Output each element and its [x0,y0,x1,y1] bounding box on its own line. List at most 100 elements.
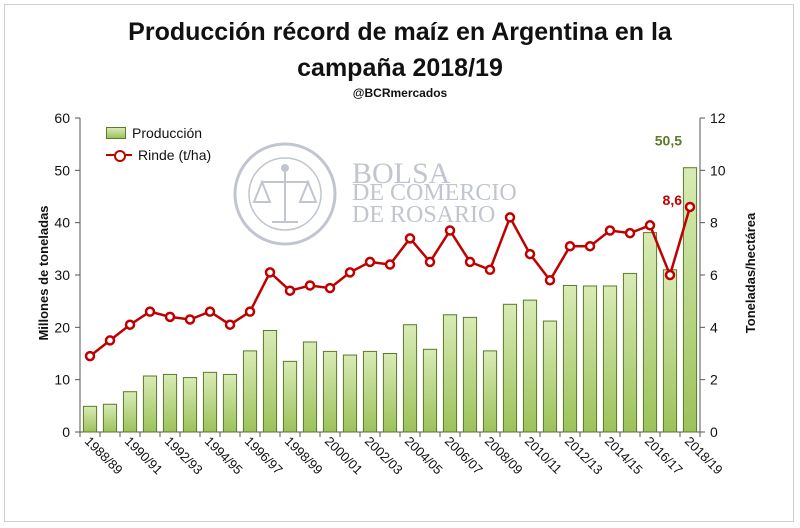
y-left-tick-label: 60 [54,110,70,126]
line-point [124,319,136,330]
y-right-tick-label: 2 [710,372,718,388]
y-left-tick-label: 10 [54,372,70,388]
line-point [384,259,396,270]
line-point [624,227,636,239]
line-point [404,233,416,244]
line-point [144,306,156,317]
line-point [164,311,176,323]
y-axis-left-label: Millones de toneladas [36,205,51,340]
y-right-tick-label: 6 [710,267,718,283]
y-right-tick-label: 8 [710,215,718,231]
bar-series [82,167,698,433]
bar [542,320,558,433]
bar [562,284,578,433]
y-right-tick-label: 0 [710,424,718,440]
x-tick-label: 1988/89 [82,434,126,478]
line-point [484,264,496,276]
line-point [224,319,236,330]
line-point [504,212,516,223]
bar [662,269,678,433]
legend-bar-swatch [106,127,126,139]
line-point [464,256,476,268]
x-tick-label: 1994/95 [202,434,246,478]
line-point [684,201,696,213]
bar [382,353,398,433]
x-tick-label: 2008/09 [482,434,526,478]
bar [462,316,478,433]
x-tick-label: 1990/91 [122,434,166,478]
line-point [204,306,216,317]
line-point [184,314,196,325]
line-point [424,256,436,268]
line-point [84,350,96,362]
line-point [524,248,536,260]
line-point [104,335,116,346]
bar [322,350,338,433]
legend-item-produccion: Producción [106,122,211,144]
bar [342,354,358,433]
line-point [584,240,596,252]
bar [522,299,538,433]
x-tick-label: 2000/01 [322,434,366,478]
line-point [664,269,676,281]
line-point [284,285,296,296]
x-tick-label: 2014/15 [602,434,646,478]
bar [202,371,218,433]
bar [162,373,178,433]
line-point [444,225,456,236]
watermark-seal-icon [233,142,337,246]
bar [442,314,458,433]
legend-label-rinde: Rinde (t/ha) [138,147,212,163]
watermark-line-1: BOLSA [352,157,451,190]
y-axis-right-label: Toneladas/hectárea [743,212,758,333]
bar [402,324,418,433]
line-point [244,306,256,317]
x-tick-label: 2006/07 [442,434,486,478]
watermark: BOLSA DE COMERCIO DE ROSARIO [233,142,517,246]
chart-title-line-2: campaña 2018/19 [297,54,503,82]
y-right-tick-label: 12 [710,110,726,126]
bar [302,341,318,433]
x-tick-label: 2010/11 [522,434,565,477]
bar [282,360,298,433]
x-tick-label: 1998/99 [282,434,326,478]
y-left-tick-label: 40 [54,215,70,231]
legend-item-rinde: Rinde (t/ha) [106,144,211,166]
x-tick-label: 2004/05 [402,434,446,478]
bar [362,350,378,433]
chart-subtitle: @BCRmercados [352,86,448,100]
watermark-line-2: DE COMERCIO [352,180,517,206]
x-tick-label: 1992/93 [162,434,206,478]
line-series [84,201,696,362]
y-right-tick-label: 4 [710,319,718,335]
legend: Producción Rinde (t/ha) [106,122,211,166]
y-left-tick-label: 0 [62,424,70,440]
line-point [304,280,316,291]
line-point [324,282,336,294]
y-left-tick-label: 30 [54,267,70,283]
x-tick-label: 1996/97 [242,434,286,478]
line-point [544,274,556,286]
bar [222,373,238,433]
data-label-produccion: 50,5 [655,133,682,149]
bar [242,350,258,433]
watermark-line-3: DE ROSARIO [352,202,495,228]
bar [582,285,598,433]
y-left-tick-label: 20 [54,319,70,335]
legend-line-swatch [106,149,132,162]
line-point [264,267,276,278]
x-tick-label: 2012/13 [562,434,606,478]
y-left-tick-label: 50 [54,162,70,178]
x-tick-label: 2002/03 [362,434,406,478]
bar [642,232,658,433]
x-tick-label: 2016/17 [642,434,686,478]
line-point [644,220,656,231]
chart-title-line-1: Producción récord de maíz en Argentina e… [128,18,672,46]
bar [422,348,438,433]
data-label-rinde: 8,6 [663,192,683,208]
bar [482,350,498,433]
y-right-tick-label: 10 [710,162,726,178]
line-point [344,267,356,278]
legend-label-produccion: Producción [132,125,203,141]
